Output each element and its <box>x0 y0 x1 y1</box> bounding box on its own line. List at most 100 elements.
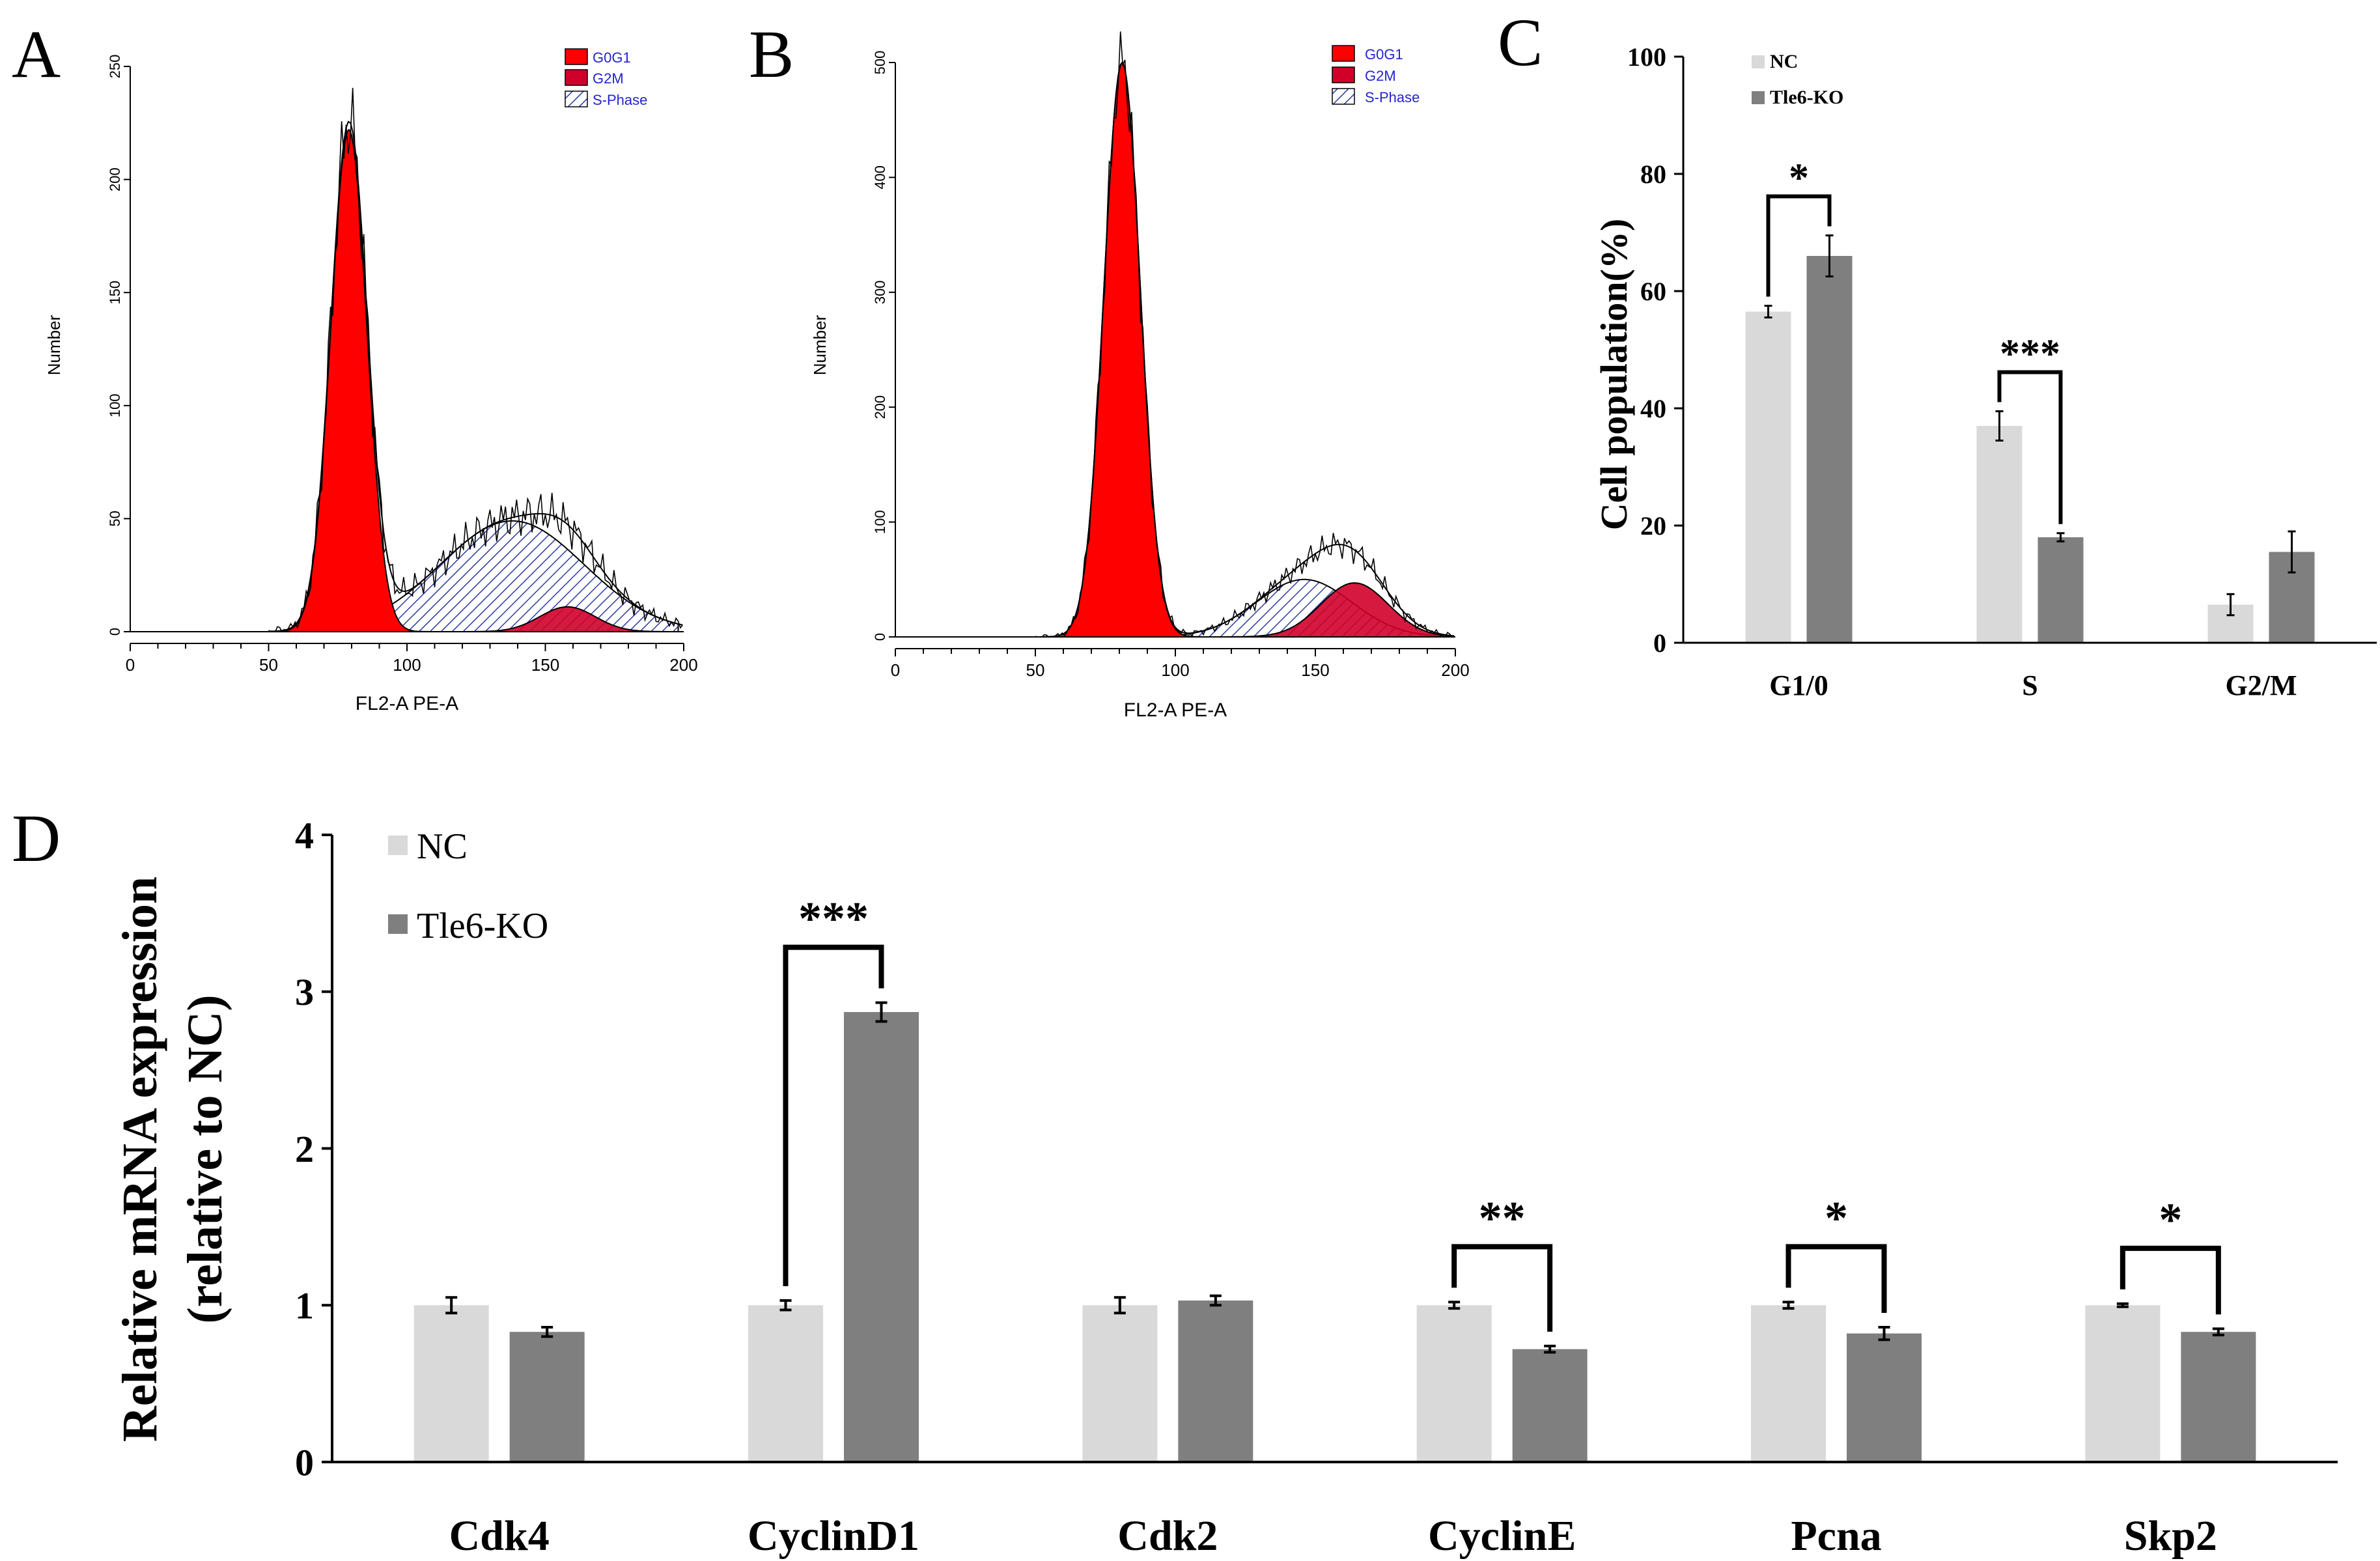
legend-swatch-s-phase <box>1332 88 1355 105</box>
significance-label: * <box>1789 156 1809 201</box>
legend-label-g2m: G2M <box>593 70 624 87</box>
bar-chart-c-legend: NC Tle6-KO <box>1752 51 1843 108</box>
y-tick-label: 2 <box>295 1128 314 1170</box>
bar-skp2-nc <box>2085 1305 2161 1462</box>
y-tick-label: 4 <box>295 814 314 856</box>
x-tick-label: 150 <box>531 655 559 675</box>
significance-label: * <box>2159 1194 2182 1246</box>
y-tick-label: 80 <box>1640 160 1666 189</box>
y-tick-label: 500 <box>872 51 888 75</box>
x-tick-label: 100 <box>1161 660 1189 680</box>
significance-bracket <box>1766 194 1832 297</box>
bar-cdk4-tle6-ko <box>509 1332 585 1462</box>
histogram-b-x-label: FL2-A PE-A <box>1124 699 1227 721</box>
legend-label-s-phase: S-Phase <box>593 92 647 108</box>
legend-label-g2m: G2M <box>1365 68 1396 84</box>
bar-pcna-tle6-ko <box>1847 1333 1922 1462</box>
bar-cycline-tle6-ko <box>1512 1349 1588 1462</box>
legend-label-g0g1: G0G1 <box>1365 46 1403 63</box>
bar-cdk2-tle6-ko <box>1178 1301 1253 1462</box>
significance-label: *** <box>2000 332 2060 376</box>
bar-s-tle6-ko <box>2037 537 2084 643</box>
y-tick-label: 150 <box>107 281 123 305</box>
x-tick-label: 0 <box>126 655 135 675</box>
g0g1-area <box>268 128 462 632</box>
x-tick-label: 50 <box>259 655 278 675</box>
category-label: CyclinD1 <box>748 1512 919 1560</box>
legend-swatch-g0g1 <box>1332 45 1355 62</box>
bar-g1-0-nc <box>1745 311 1791 643</box>
x-tick-label: 200 <box>1441 660 1469 680</box>
legend-label-g0g1: G0G1 <box>593 49 631 66</box>
legend-swatch-g2m <box>565 69 588 86</box>
x-tick-label: 0 <box>891 660 900 680</box>
category-label: G1/0 <box>1769 669 1828 701</box>
histogram-b-y-label: Number <box>810 315 830 375</box>
y-tick-label: 200 <box>107 167 123 191</box>
category-label: Pcna <box>1791 1512 1881 1560</box>
legend-swatch-s-phase <box>565 91 588 107</box>
x-tick-label: 50 <box>1026 660 1045 680</box>
legend-label-s-phase: S-Phase <box>1365 89 1420 105</box>
y-tick-label: 100 <box>107 393 123 417</box>
legend-label-nc: NC <box>1770 51 1798 72</box>
y-tick-label: 100 <box>1627 42 1666 72</box>
panel-label-c: C <box>1498 5 1543 80</box>
bar-chart-c-y-label: Cell population(%) <box>1593 219 1635 531</box>
panel-label-b: B <box>749 17 794 92</box>
legend-swatch-nc <box>388 836 408 855</box>
legend-label-tle6-ko: Tle6-KO <box>417 906 548 946</box>
significance-label: ** <box>1479 1192 1526 1244</box>
category-label: S <box>2022 669 2037 701</box>
histogram-a-legend: G0G1 G2M S-Phase <box>565 48 647 108</box>
x-tick-label: 100 <box>393 655 421 675</box>
y-tick-label: 0 <box>107 628 123 636</box>
legend-swatch-tle6-ko <box>1752 91 1765 104</box>
significance-bracket <box>1997 370 2063 524</box>
legend-swatch-g0g1 <box>565 48 588 65</box>
y-tick-label: 20 <box>1640 511 1666 541</box>
y-tick-label: 0 <box>872 633 888 641</box>
significance-label: * <box>1825 1192 1848 1244</box>
significance-bracket <box>1451 1244 1553 1332</box>
legend-swatch-nc <box>1752 55 1765 68</box>
bar-cdk2-nc <box>1082 1305 1158 1462</box>
panel-label-d: D <box>12 801 61 876</box>
histogram-a-y-label: Number <box>44 315 64 375</box>
legend-label-nc: NC <box>417 826 468 867</box>
panel-label-a: A <box>12 17 61 92</box>
histogram-b-legend: G0G1 G2M S-Phase <box>1332 45 1420 105</box>
significance-label: *** <box>798 893 869 945</box>
raw-trace <box>1035 31 1455 638</box>
category-label: Skp2 <box>2124 1512 2217 1560</box>
bar-cyclind1-nc <box>748 1305 823 1462</box>
y-tick-label: 0 <box>1653 628 1666 658</box>
y-tick-label: 0 <box>295 1441 314 1484</box>
bar-chart-d-y-label-line2: (relative to NC) <box>178 994 232 1323</box>
y-tick-label: 200 <box>872 395 888 419</box>
category-label: Cdk4 <box>449 1512 550 1560</box>
bar-chart-d: ***** * * Cdk4 CyclinD1 Cdk2 CyclinE Pcna Skp20… <box>113 814 2338 1560</box>
y-tick-label: 250 <box>107 55 123 79</box>
significance-bracket <box>1785 1244 1887 1313</box>
y-tick-label: 50 <box>107 511 123 526</box>
legend-label-tle6-ko: Tle6-KO <box>1770 87 1843 108</box>
y-tick-label: 400 <box>872 165 888 190</box>
y-tick-label: 60 <box>1640 277 1666 306</box>
bar-g1-0-tle6-ko <box>1806 256 1853 643</box>
x-tick-label: 150 <box>1301 660 1329 680</box>
bar-pcna-nc <box>1751 1305 1826 1462</box>
histogram-a: 0 50 100 150 200 250 0 50 100 150 200 FL2-A PE-A N… <box>44 48 698 714</box>
category-label: CyclinE <box>1428 1512 1576 1560</box>
raw-trace <box>268 87 683 633</box>
bar-skp2-tle6-ko <box>2181 1332 2256 1462</box>
significance-bracket <box>2120 1245 2221 1315</box>
bar-cdk4-nc <box>413 1305 489 1462</box>
bar-chart-d-legend: NC Tle6-KO <box>388 826 548 946</box>
category-label: G2/M <box>2226 669 2297 701</box>
legend-swatch-g2m <box>1332 66 1355 83</box>
bar-s-nc <box>1976 426 2023 643</box>
significance-bracket <box>783 944 884 1287</box>
x-tick-label: 200 <box>669 655 697 675</box>
